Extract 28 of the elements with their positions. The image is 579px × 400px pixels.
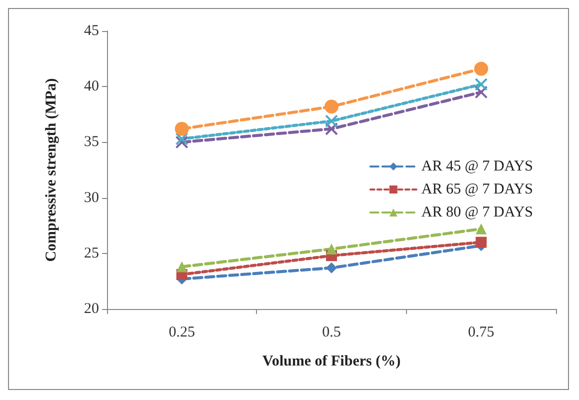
point	[476, 223, 487, 234]
y-tick-label: 20	[84, 301, 99, 317]
y-tick-label: 30	[84, 190, 99, 206]
point	[474, 62, 488, 76]
legend-label: AR 45 @ 7 DAYS	[421, 158, 534, 174]
x-axis-title: Volume of Fibers (%)	[262, 354, 401, 370]
y-axis-title: Compressive strength (MPa)	[44, 78, 60, 262]
point	[324, 100, 338, 114]
point	[174, 122, 189, 136]
y-tick-label: 45	[84, 23, 99, 39]
point	[325, 122, 338, 136]
legend-label: AR 80 @ 7 DAYS	[421, 204, 534, 220]
point	[176, 261, 188, 272]
y-tick-label: 40	[84, 78, 99, 95]
point	[474, 86, 488, 99]
y-tick-label: 35	[84, 134, 99, 150]
x-tick-label: 0.5	[322, 324, 341, 340]
point	[326, 262, 337, 274]
x-tick-label: 0.25	[168, 324, 195, 340]
y-tick-label: 25	[84, 245, 99, 262]
point	[325, 114, 338, 128]
point	[175, 132, 188, 146]
point	[476, 236, 487, 248]
point	[175, 136, 188, 149]
point	[326, 243, 337, 254]
point	[474, 78, 488, 91]
legend-label: AR 65 @ 7 DAYS	[421, 182, 534, 198]
x-tick-label: 0.75	[468, 324, 494, 340]
